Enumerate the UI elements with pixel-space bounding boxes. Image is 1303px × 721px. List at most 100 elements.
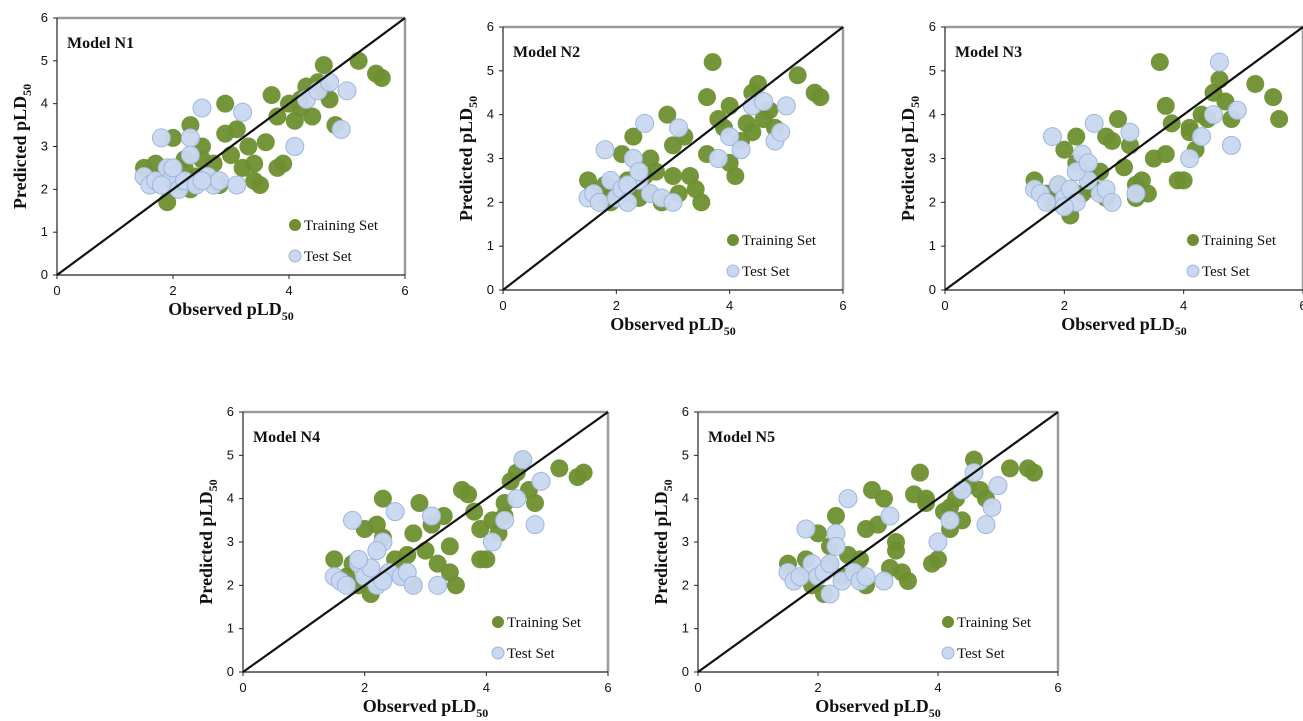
model-title: Model N2 [513,44,580,61]
training-point [550,459,569,478]
test-point [1036,192,1056,212]
training-point [268,107,287,126]
training-point [641,149,660,168]
y-tick-label: 2 [682,577,689,592]
identity-line [697,411,1059,673]
chart-panel-1: 0 1 2 3 4 5 6 0 2 4 6 Model N1 Training Set Test Set O… [10,10,409,323]
test-point [754,92,774,112]
test-point [940,510,960,530]
training-point [1001,459,1019,478]
y-tick-label: 1 [41,224,48,239]
test-point [720,127,740,147]
y-axis-title: Predicted pLD50 [196,479,220,604]
y-tick-label: 0 [41,267,48,282]
training-point [239,137,258,156]
legend-test-marker [288,249,302,263]
chart-panel-2: 0 1 2 3 4 5 6 0 2 4 6 Model N2 Training Set Test Set O… [456,19,847,338]
test-point [422,506,442,526]
test-point [192,171,212,191]
training-point [216,94,235,113]
test-point [1084,113,1104,133]
model-title: Model N4 [253,429,320,446]
test-point [531,471,551,491]
test-point [1042,127,1062,147]
test-point [1209,52,1229,72]
legend-training-marker [942,616,954,628]
training-point [743,123,762,142]
test-point [482,532,502,552]
x-tick-label: 4 [285,283,292,298]
training-point [410,494,429,512]
training-point [526,494,544,512]
test-point [320,72,340,92]
test-point [629,162,649,182]
training-point [875,489,893,508]
test-point [982,497,1002,517]
y-tick-label: 1 [929,238,936,253]
y-tick-label: 3 [682,534,689,549]
y-tick-label: 0 [487,282,494,297]
test-point [495,510,515,530]
identity-line [56,17,406,276]
x-tick-label: 4 [726,298,733,313]
test-point [776,96,796,116]
training-point [465,502,484,521]
legend-test-label: Test Set [1202,264,1251,280]
chart-panel-4: 0 1 2 3 4 5 6 0 2 4 6 Model N4 Training Set Test Set O… [196,404,612,720]
x-tick-label: 0 [694,680,701,695]
identity-line [502,26,844,291]
y-tick-label: 6 [487,19,494,34]
x-axis-title: Observed pLD50 [815,696,941,720]
training-point [349,51,368,70]
test-point [525,515,545,535]
x-tick-label: 2 [361,680,368,695]
training-point [1025,463,1043,482]
test-point [635,113,655,133]
x-tick-label: 0 [239,680,246,695]
legend-test-marker [941,646,955,660]
test-point [151,128,171,148]
test-point [1078,153,1098,173]
chart-panel-5: 0 1 2 3 4 5 6 0 2 4 6 Model N5 Training Set Test Set O… [651,404,1062,720]
y-tick-label: 3 [41,139,48,154]
test-point [180,128,200,148]
test-point [618,192,638,212]
test-point [826,536,846,556]
test-point [595,140,615,160]
y-tick-label: 3 [227,534,234,549]
legend-training-label: Training Set [742,233,817,249]
series-test-set [578,92,796,212]
training-point [1246,74,1265,93]
legend: Training Set Test Set [1186,233,1277,280]
training-point [1156,96,1175,115]
training-point [1067,127,1086,146]
legend-training-marker [727,234,739,246]
legend-test-marker [1186,264,1200,278]
training-point [664,167,682,186]
y-tick-label: 6 [929,19,936,34]
test-point [663,192,683,212]
test-point [1204,105,1223,125]
test-point [874,571,894,591]
legend-training-label: Training Set [304,218,379,234]
x-tick-label: 0 [941,298,948,313]
training-point [917,489,935,508]
training-point [941,498,959,517]
legend: Training Set Test Set [491,615,582,662]
training-point [268,158,287,177]
y-tick-label: 4 [682,491,689,506]
training-point [1270,110,1289,129]
test-point [731,140,751,160]
x-tick-label: 2 [1061,298,1068,313]
x-tick-label: 4 [1180,298,1187,313]
x-tick-label: 6 [1054,680,1061,695]
training-point [574,463,593,482]
test-point [1126,184,1146,204]
x-tick-label: 6 [604,680,611,695]
identity-line [944,26,1303,291]
y-tick-label: 4 [487,107,494,122]
model-title: Model N5 [708,429,775,446]
training-point [929,550,947,569]
y-tick-label: 5 [227,447,234,462]
training-point [325,550,344,569]
